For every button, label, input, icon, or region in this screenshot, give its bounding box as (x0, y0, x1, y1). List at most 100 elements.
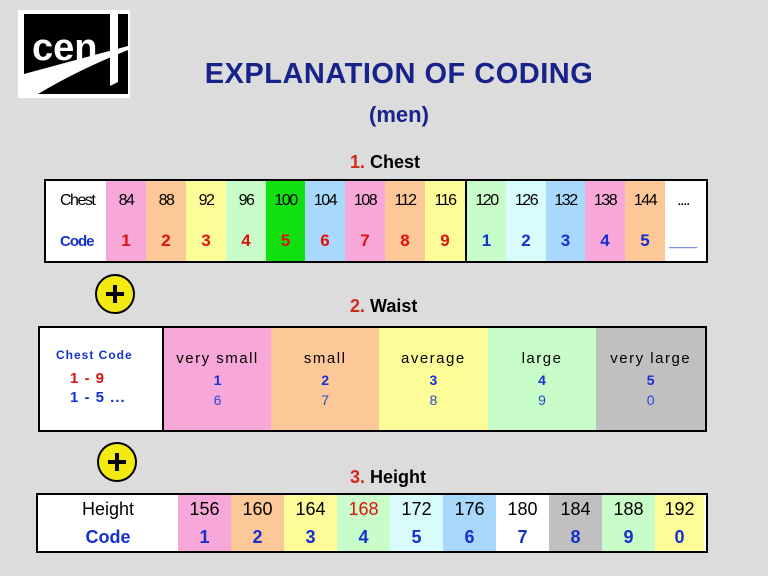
waist-column: small 2 7 (271, 328, 380, 430)
chest-code: 8 (400, 231, 410, 250)
height-code: 7 (517, 526, 528, 547)
height-column: 176 6 (443, 495, 496, 551)
chest-column: 132 3 (546, 181, 585, 261)
section-number: 1. (350, 152, 366, 172)
section-height-title: 3. Height (350, 467, 426, 488)
chest-column: 112 8 (385, 181, 425, 261)
chest-code: 5 (280, 231, 291, 250)
chest-column: 92 3 (186, 181, 226, 261)
section-number: 2. (350, 296, 366, 316)
height-code: 9 (623, 526, 634, 547)
height-code: 3 (305, 526, 316, 547)
chest-value: 132 (554, 192, 578, 209)
section-chest-title: 1. Chest (350, 152, 420, 173)
chest-column: 96 4 (226, 181, 266, 261)
chest-column: 126 2 (506, 181, 546, 261)
chest-value: .... (677, 192, 690, 209)
height-code: 1 (199, 526, 210, 547)
height-value: 164 (295, 498, 326, 519)
height-column: 160 2 (231, 495, 284, 551)
height-value: 180 (507, 498, 538, 519)
chest-value: 126 (514, 192, 539, 209)
waist-code-secondary: 9 (538, 392, 546, 408)
height-column: 164 3 (284, 495, 337, 551)
height-value: 172 (401, 498, 432, 519)
waist-size-label: large (521, 350, 563, 367)
height-value: 156 (189, 498, 220, 519)
chest-code: 4 (600, 231, 610, 250)
chest-column: 116 9 (425, 181, 465, 261)
height-value: 184 (560, 498, 591, 519)
chest-value: 88 (158, 192, 175, 209)
height-column: 168 4 (337, 495, 390, 551)
chest-row-label: Chest (60, 192, 96, 209)
chest-code: 5 (640, 231, 650, 250)
page-subtitle: (men) (369, 102, 429, 127)
height-code: 4 (358, 526, 369, 547)
chest-value: 108 (353, 192, 378, 209)
chest-value: 112 (394, 192, 417, 209)
chest-table: Chest Code 84 1 88 2 92 3 96 4 100 5 104 6 108 7 112 8 1… (44, 179, 708, 263)
chest-value: 120 (475, 192, 499, 209)
height-value: 168 (348, 498, 379, 519)
chest-code-range-2: 1 - 5 ... (70, 389, 126, 406)
waist-size-label: average (400, 350, 466, 367)
chest-code: 3 (201, 231, 211, 250)
chest-column: .... ___ (665, 181, 701, 261)
section-number: 3. (350, 467, 366, 487)
section-label: Height (370, 467, 427, 487)
height-column: 192 0 (655, 495, 704, 551)
waist-column: very large 5 0 (596, 328, 706, 430)
chest-code-header: Chest Code (56, 348, 133, 362)
height-code: 0 (674, 526, 685, 547)
chest-code: 6 (320, 231, 330, 250)
chest-code: ___ (668, 231, 698, 250)
code-row-label: Code (85, 526, 131, 547)
plus-icon (95, 274, 135, 314)
chest-code: 3 (560, 231, 571, 250)
chest-column: 144 5 (625, 181, 665, 261)
waist-column: very small 1 6 (163, 328, 272, 430)
chest-column: 104 6 (305, 181, 345, 261)
section-waist-title: 2. Waist (350, 296, 417, 317)
chest-value: 104 (313, 192, 338, 209)
waist-column: average 3 8 (379, 328, 488, 430)
chest-value: 138 (593, 192, 618, 209)
height-value: 192 (664, 498, 695, 519)
section-label: Waist (370, 296, 418, 316)
waist-code-primary: 2 (321, 372, 330, 388)
height-column: 180 7 (496, 495, 549, 551)
height-column: 156 1 (178, 495, 231, 551)
chest-value: 144 (633, 192, 658, 209)
plus-icon (97, 442, 137, 482)
chest-code: 7 (360, 231, 370, 250)
chest-value: 96 (238, 192, 255, 209)
section-label: Chest (370, 152, 421, 172)
waist-column: large 4 9 (487, 328, 597, 430)
waist-size-label: very small (176, 350, 259, 367)
chest-value: 116 (434, 192, 457, 209)
code-row-label: Code (60, 232, 95, 250)
height-value: 188 (613, 498, 644, 519)
height-code: 2 (252, 526, 263, 547)
chest-code: 9 (440, 231, 450, 250)
chest-column: 108 7 (345, 181, 385, 261)
chest-value: 92 (198, 192, 215, 209)
svg-text:cen: cen (32, 27, 97, 69)
waist-size-label: small (303, 350, 347, 367)
height-column: 172 5 (390, 495, 443, 551)
waist-code-secondary: 0 (646, 392, 655, 408)
waist-code-secondary: 7 (321, 392, 330, 408)
height-column: 184 8 (549, 495, 602, 551)
height-column: 188 9 (602, 495, 655, 551)
chest-code-key: Chest Code 1 - 9 1 - 5 ... (40, 328, 164, 430)
height-row-label: Height (81, 498, 135, 519)
height-code: 6 (464, 526, 475, 547)
chest-column: 100 5 (266, 181, 305, 261)
waist-size-label: very large (610, 350, 692, 367)
chest-code: 4 (241, 231, 251, 250)
chest-code: 1 (121, 231, 131, 250)
chest-column: 138 4 (585, 181, 625, 261)
waist-code-primary: 3 (429, 372, 438, 388)
waist-code-primary: 4 (538, 372, 546, 388)
